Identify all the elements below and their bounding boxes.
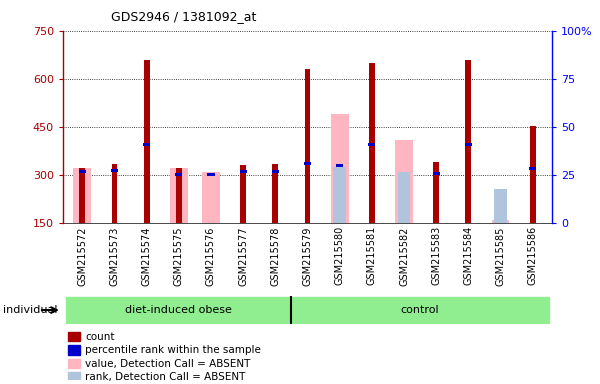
Bar xyxy=(272,170,279,173)
Bar xyxy=(68,372,80,382)
Bar xyxy=(336,164,343,167)
Bar xyxy=(304,162,311,165)
Text: GSM215582: GSM215582 xyxy=(399,226,409,286)
Text: control: control xyxy=(401,305,439,315)
Bar xyxy=(143,143,150,146)
Bar xyxy=(331,114,349,223)
Bar xyxy=(144,60,149,223)
Text: GSM215580: GSM215580 xyxy=(335,226,344,285)
Bar xyxy=(66,297,292,323)
Text: GDS2946 / 1381092_at: GDS2946 / 1381092_at xyxy=(111,10,256,23)
Text: GSM215574: GSM215574 xyxy=(142,226,152,286)
Bar xyxy=(272,164,278,223)
Bar xyxy=(530,126,536,223)
Bar xyxy=(79,170,86,173)
Text: percentile rank within the sample: percentile rank within the sample xyxy=(85,345,261,355)
Bar xyxy=(369,63,375,223)
Text: GSM215578: GSM215578 xyxy=(271,226,280,286)
Text: GSM215573: GSM215573 xyxy=(109,226,119,286)
Bar xyxy=(175,173,182,176)
Bar xyxy=(68,332,80,341)
Bar xyxy=(305,69,310,223)
Text: count: count xyxy=(85,332,115,342)
Text: GSM215581: GSM215581 xyxy=(367,226,377,285)
Bar xyxy=(398,172,410,223)
Text: GSM215586: GSM215586 xyxy=(527,226,538,285)
Text: GSM215584: GSM215584 xyxy=(463,226,473,285)
Text: GSM215579: GSM215579 xyxy=(302,226,313,286)
Bar xyxy=(466,60,471,223)
Bar xyxy=(202,172,220,223)
Bar xyxy=(68,346,80,355)
Bar xyxy=(433,162,439,223)
Text: diet-induced obese: diet-induced obese xyxy=(125,305,232,315)
Text: GSM215585: GSM215585 xyxy=(496,226,506,286)
Bar xyxy=(240,165,246,223)
Bar xyxy=(112,164,118,223)
Bar xyxy=(170,168,188,223)
Text: GSM215577: GSM215577 xyxy=(238,226,248,286)
Bar xyxy=(292,297,549,323)
Text: individual: individual xyxy=(3,305,58,315)
Bar xyxy=(68,359,80,368)
Bar xyxy=(395,139,413,223)
Bar xyxy=(79,168,85,223)
Bar xyxy=(176,168,182,223)
Bar xyxy=(465,143,472,146)
Text: GSM215576: GSM215576 xyxy=(206,226,216,286)
Bar xyxy=(433,172,440,175)
Bar xyxy=(208,173,215,176)
Text: GSM215583: GSM215583 xyxy=(431,226,441,285)
Text: rank, Detection Call = ABSENT: rank, Detection Call = ABSENT xyxy=(85,372,245,382)
Bar xyxy=(111,169,118,172)
Text: GSM215572: GSM215572 xyxy=(77,226,88,286)
Text: value, Detection Call = ABSENT: value, Detection Call = ABSENT xyxy=(85,359,250,369)
Bar xyxy=(368,143,376,146)
Text: GSM215575: GSM215575 xyxy=(174,226,184,286)
Bar xyxy=(239,170,247,173)
Bar xyxy=(494,189,507,223)
Bar xyxy=(73,168,91,223)
Bar xyxy=(491,220,509,223)
Bar xyxy=(333,167,346,223)
Bar xyxy=(529,167,536,170)
